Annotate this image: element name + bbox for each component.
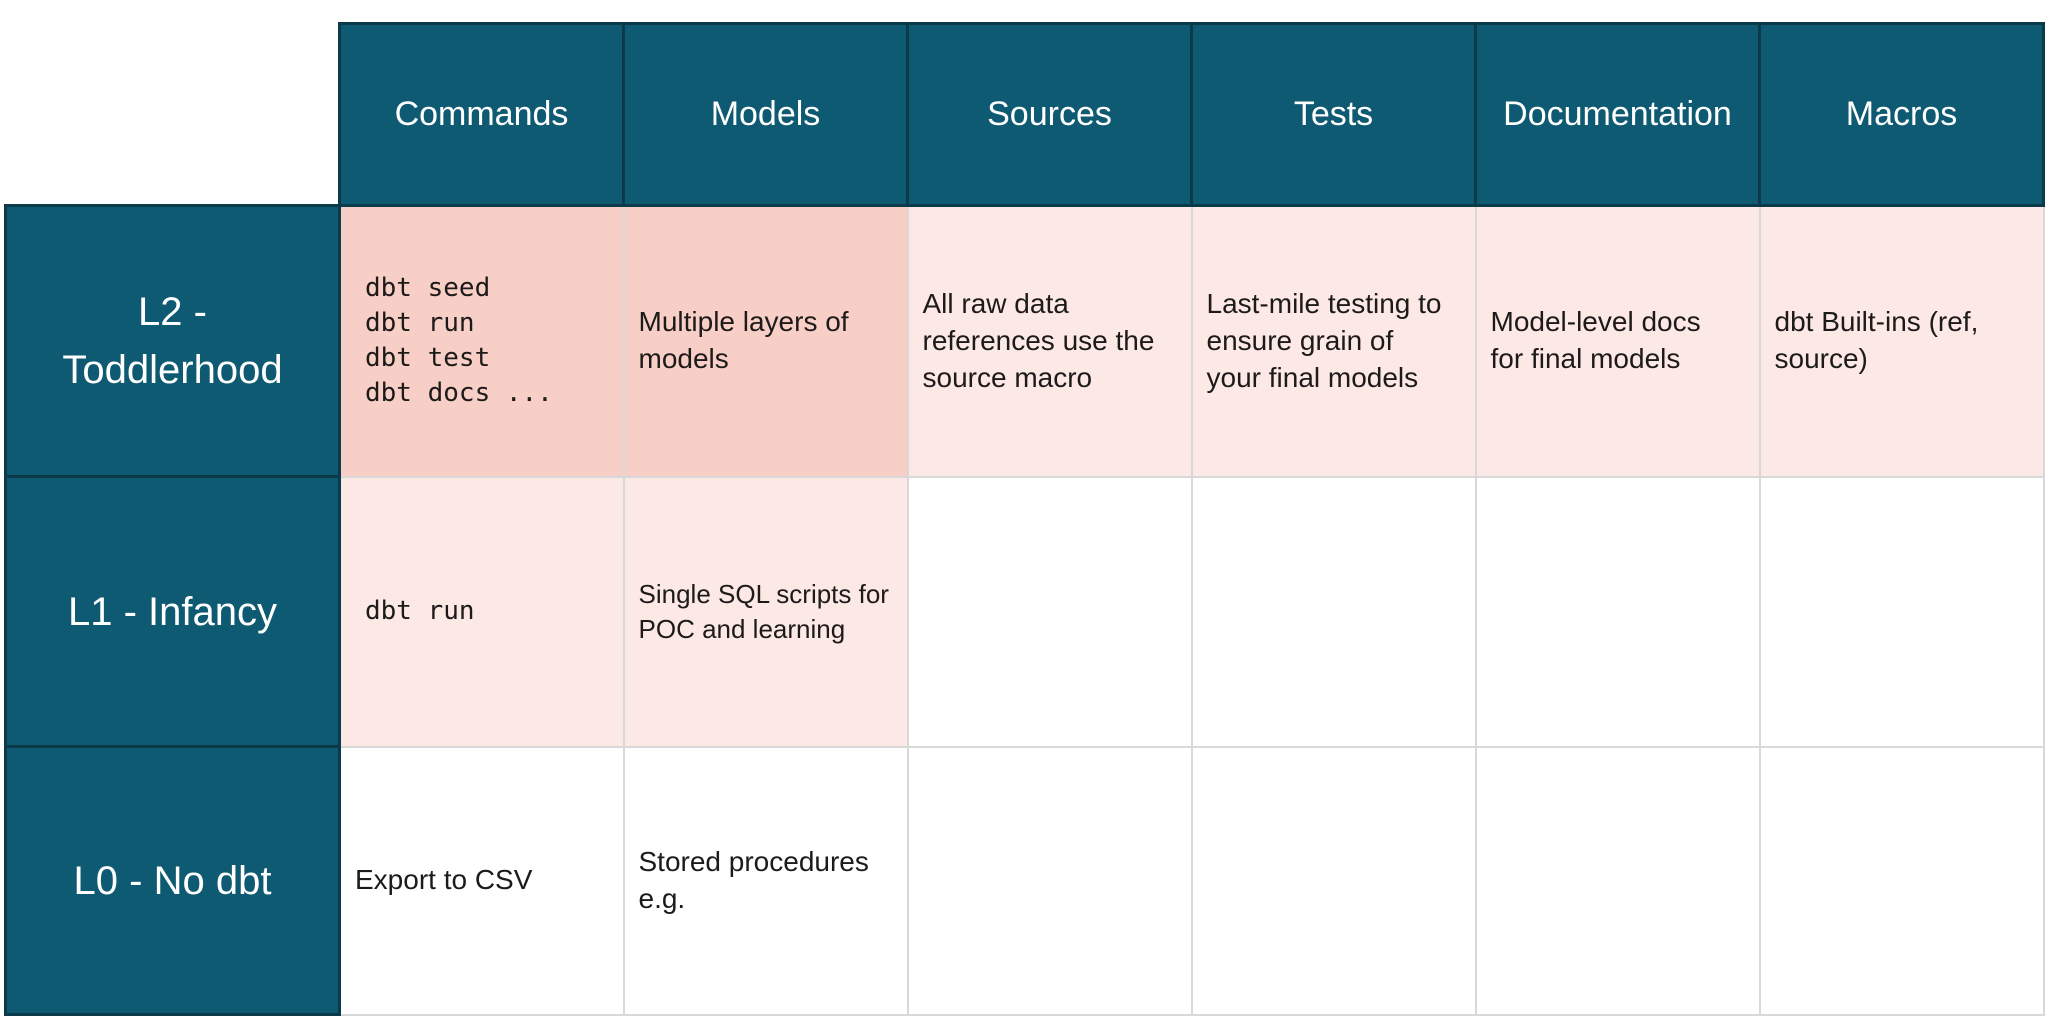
cell-l1-commands: dbt run [338, 475, 625, 748]
maturity-matrix-table: Commands Models Sources Tests Documentat… [4, 22, 2045, 1016]
cell-l1-models: Single SQL scripts for POC and learning [622, 475, 909, 748]
row-l1-infancy: L1 - Infancy dbt run Single SQL scripts … [4, 475, 2045, 748]
cell-l1-tests [1190, 475, 1477, 748]
column-header-sources: Sources [906, 22, 1193, 207]
cell-l1-macros [1758, 475, 2045, 748]
column-header-tests: Tests [1190, 22, 1477, 207]
cell-l2-commands: dbt seed dbt run dbt test dbt docs ... [338, 204, 625, 478]
column-header-macros: Macros [1758, 22, 2045, 207]
cell-l0-sources [906, 745, 1193, 1016]
row-l0-no-dbt: L0 - No dbt Export to CSV Stored procedu… [4, 745, 2045, 1016]
header-row: Commands Models Sources Tests Documentat… [5, 22, 2045, 207]
cell-l2-macros: dbt Built-ins (ref, source) [1758, 204, 2045, 478]
cell-l2-models: Multiple layers of models [622, 204, 909, 478]
cell-l2-documentation: Model-level docs for final models [1474, 204, 1761, 478]
row-label-l2: L2 - Toddlerhood [4, 204, 341, 478]
cell-l0-documentation [1474, 745, 1761, 1016]
row-l2-toddlerhood: L2 - Toddlerhood dbt seed dbt run dbt te… [4, 204, 2045, 478]
cell-l0-tests [1190, 745, 1477, 1016]
corner-cell [5, 23, 340, 206]
cell-l2-sources: All raw data references use the source m… [906, 204, 1193, 478]
column-header-models: Models [622, 22, 909, 207]
column-header-documentation: Documentation [1474, 22, 1761, 207]
row-label-l0: L0 - No dbt [4, 745, 341, 1016]
cell-l0-macros [1758, 745, 2045, 1016]
cell-l0-commands: Export to CSV [338, 745, 625, 1016]
row-label-l1: L1 - Infancy [4, 475, 341, 748]
cell-l0-models: Stored procedures e.g. [622, 745, 909, 1016]
cell-l1-sources [906, 475, 1193, 748]
column-header-commands: Commands [338, 22, 625, 207]
cell-l2-tests: Last-mile testing to ensure grain of you… [1190, 204, 1477, 478]
cell-l1-documentation [1474, 475, 1761, 748]
